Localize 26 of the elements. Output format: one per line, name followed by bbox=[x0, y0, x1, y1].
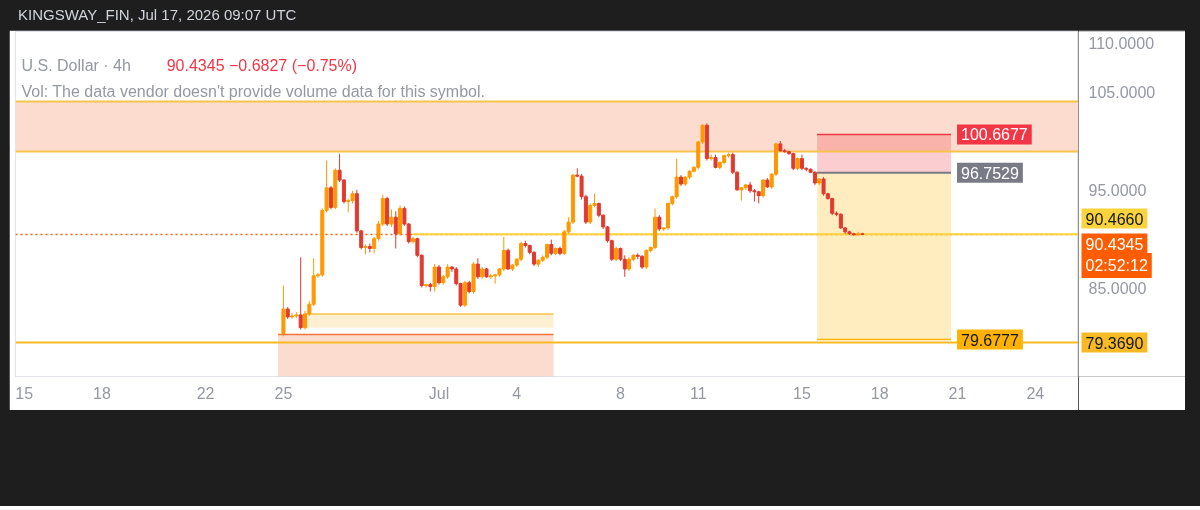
x-tick-label: 18 bbox=[870, 384, 889, 402]
x-tick-label: 25 bbox=[274, 384, 293, 402]
y-tick-label: 95.0000 bbox=[1088, 181, 1147, 199]
y-tick-label: 110.0000 bbox=[1088, 35, 1155, 53]
data-label: 100.6677 bbox=[961, 126, 1028, 144]
x-tick-label: 22 bbox=[196, 384, 215, 402]
ref-line-label: 79.3690 bbox=[1085, 334, 1144, 352]
annotation: 90.4345 −0.6827 (−0.75%) bbox=[166, 57, 358, 74]
y-tick-label: 85.0000 bbox=[1088, 279, 1147, 297]
data-label: 90.4660 bbox=[1085, 210, 1144, 228]
text: U.S. Dollar · 4h bbox=[21, 57, 131, 74]
x-tick-label: 24 bbox=[1026, 384, 1045, 402]
annotation: Vol: The data vendor doesn't provide volume data for this symbol. bbox=[21, 83, 485, 100]
x-tick-label: 18 bbox=[93, 384, 111, 402]
text: KINGSWAY_FIN, Jul 17, 2026 09:07 UTC bbox=[18, 5, 297, 25]
y-tick-label: 105.0000 bbox=[1088, 84, 1156, 102]
x-tick-label: 11 bbox=[689, 384, 707, 402]
x-tick-label: 4 bbox=[512, 384, 522, 402]
data-label: 79.6777 bbox=[961, 331, 1019, 349]
x-tick-label: 8 bbox=[616, 384, 626, 402]
x-tick-label: 21 bbox=[948, 384, 967, 402]
x-tick-label: 15 bbox=[15, 384, 34, 402]
ref-line-label: 90.4345 02:52:12 bbox=[1085, 235, 1148, 275]
x-tick-label: 15 bbox=[793, 384, 811, 402]
data-label: 96.7529 bbox=[961, 164, 1019, 182]
x-tick-label: Jul bbox=[428, 384, 450, 402]
